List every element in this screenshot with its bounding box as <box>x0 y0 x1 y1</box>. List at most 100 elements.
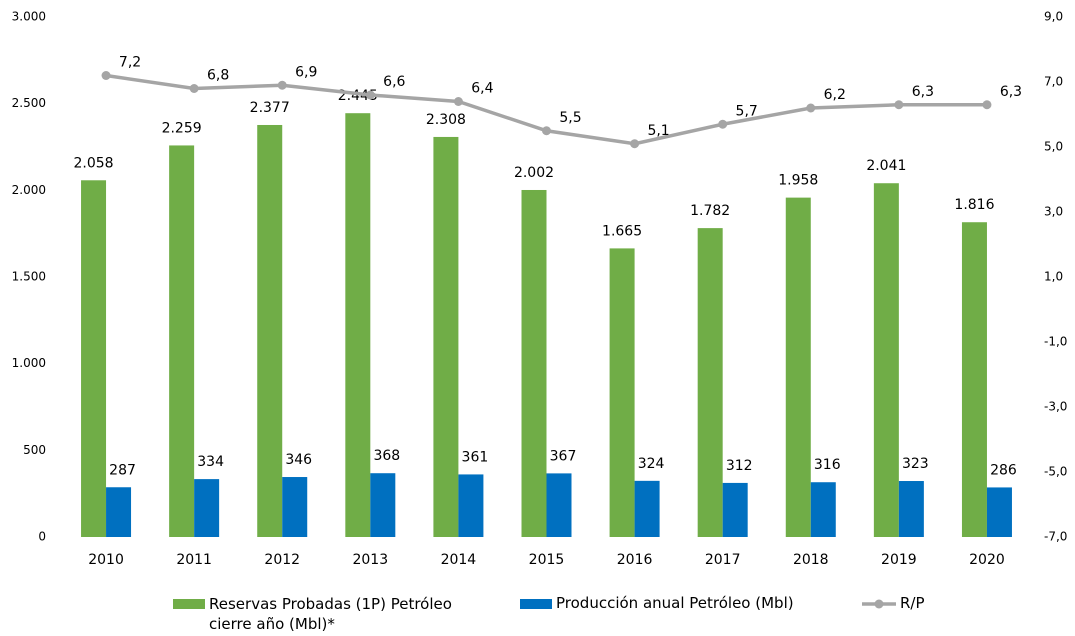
bar <box>546 473 572 537</box>
y2-tick-label: -5,0 <box>1044 465 1067 479</box>
x-tick-label: 2014 <box>441 552 477 568</box>
data-label: 286 <box>990 462 1017 478</box>
legend-item: R/P <box>862 594 925 612</box>
line-marker <box>101 71 111 80</box>
bar <box>810 482 836 537</box>
line-marker <box>277 80 287 90</box>
x-tick-label: 2012 <box>264 552 300 568</box>
bar <box>898 481 924 537</box>
bar <box>194 479 220 537</box>
data-label: 316 <box>814 457 841 473</box>
data-label: 2.041 <box>866 158 906 174</box>
y-tick-label: 1.500 <box>12 270 46 284</box>
y-tick-label: 3.000 <box>12 10 46 24</box>
data-label: 323 <box>902 456 929 472</box>
bar <box>722 482 748 537</box>
data-label: 361 <box>462 449 489 465</box>
y2-tick-label: -7,0 <box>1044 530 1067 544</box>
legend-item: Producción anual Petróleo (Mbl) <box>520 594 794 612</box>
bar <box>370 473 396 537</box>
bar <box>257 124 283 537</box>
bar <box>106 487 132 537</box>
legend-swatch <box>520 599 552 609</box>
data-label: 5,5 <box>559 110 581 126</box>
data-label: 2.058 <box>73 155 113 171</box>
data-label: 1.816 <box>954 197 994 213</box>
data-label: 6,9 <box>295 64 317 80</box>
x-tick-label: 2011 <box>176 552 212 568</box>
line-marker <box>630 139 640 149</box>
data-label: 2.377 <box>250 100 290 116</box>
data-label: 334 <box>197 454 224 470</box>
x-tick-label: 2010 <box>88 552 124 568</box>
y-tick-label: 500 <box>23 443 46 457</box>
data-label: 7,2 <box>119 55 141 71</box>
bar <box>169 145 195 537</box>
bar <box>81 180 107 537</box>
data-label: 1.665 <box>602 223 642 239</box>
legend-label: Reservas Probadas (1P) Petróleo cierre a… <box>209 595 452 633</box>
legend-label: R/P <box>900 594 925 612</box>
data-label: 6,4 <box>471 81 493 97</box>
line-marker <box>365 90 375 100</box>
y2-tick-label: 3,0 <box>1044 205 1063 219</box>
data-label: 6,6 <box>383 74 405 90</box>
x-tick-label: 2020 <box>969 552 1005 568</box>
legend: Reservas Probadas (1P) Petróleo cierre a… <box>0 594 1075 636</box>
data-label: 368 <box>373 448 400 464</box>
data-label: 2.308 <box>426 112 466 128</box>
data-label: 312 <box>726 458 753 474</box>
x-tick-label: 2017 <box>705 552 741 568</box>
data-label: 6,8 <box>207 68 229 84</box>
data-label: 1.958 <box>778 173 818 189</box>
y2-tick-label: 1,0 <box>1044 270 1063 284</box>
data-label: 6,3 <box>912 84 934 100</box>
bar <box>345 113 371 537</box>
x-tick-label: 2016 <box>617 552 653 568</box>
x-tick-label: 2018 <box>793 552 829 568</box>
bar <box>785 197 811 537</box>
y2-tick-label: 7,0 <box>1044 75 1063 89</box>
y2-tick-label: 9,0 <box>1044 10 1063 24</box>
line-marker <box>542 126 551 136</box>
bar <box>873 183 899 537</box>
data-label: 5,1 <box>647 123 669 139</box>
bar <box>282 477 308 537</box>
line-marker <box>982 100 992 110</box>
x-tick-label: 2013 <box>352 552 388 568</box>
data-label: 2.259 <box>162 120 202 136</box>
legend-swatch <box>173 599 205 609</box>
bar <box>697 228 723 537</box>
legend-swatch <box>862 599 896 609</box>
data-label: 6,3 <box>1000 84 1022 100</box>
y-tick-label: 2.500 <box>12 96 46 110</box>
chart-plot: 0 500 1.000 1.500 2.000 2.500 3.000 -7,0 -5,0 -3,… <box>12 10 1068 569</box>
x-tick-label: 2015 <box>529 552 565 568</box>
y2-tick-label: 5,0 <box>1044 140 1063 154</box>
line-marker <box>894 100 904 110</box>
data-label: 6,2 <box>824 87 846 103</box>
legend-label: Producción anual Petróleo (Mbl) <box>556 594 794 612</box>
bar <box>458 474 484 537</box>
bar <box>521 189 547 537</box>
bar <box>961 222 987 537</box>
y2-tick-label: -3,0 <box>1044 400 1067 414</box>
bar <box>986 487 1012 537</box>
data-label: 346 <box>285 452 312 468</box>
line-marker <box>806 103 816 113</box>
data-label: 5,7 <box>736 103 758 119</box>
line-marker <box>453 97 463 106</box>
y-tick-label: 0 <box>38 530 46 544</box>
y2-tick-label: -1,0 <box>1044 335 1067 349</box>
data-label: 2.002 <box>514 165 554 181</box>
data-label: 287 <box>109 462 136 478</box>
legend-item: Reservas Probadas (1P) Petróleo cierre a… <box>173 594 471 634</box>
line-marker <box>189 84 199 93</box>
line-marker <box>718 119 728 129</box>
bar <box>634 480 660 537</box>
data-label: 324 <box>638 456 665 472</box>
y-tick-label: 1.000 <box>12 356 46 370</box>
bar <box>609 248 635 537</box>
x-tick-label: 2019 <box>881 552 917 568</box>
